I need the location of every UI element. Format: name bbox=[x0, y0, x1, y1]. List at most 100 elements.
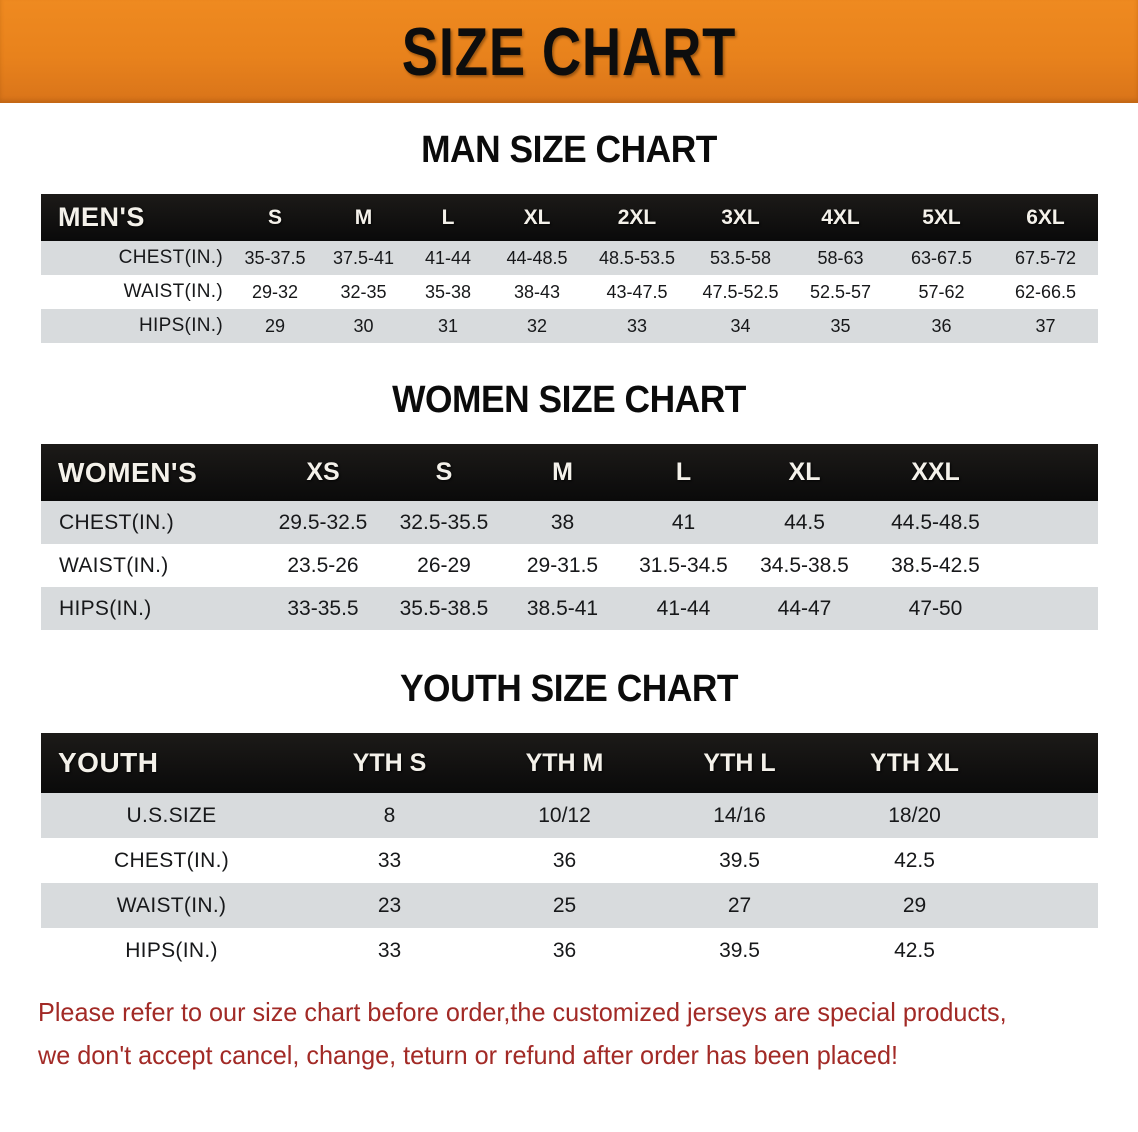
table-row: HIPS(IN.) 33-35.5 35.5-38.5 38.5-41 41-4… bbox=[41, 587, 1098, 630]
women-size-table-wrapper: WOMEN'S XS S M L XL XXL CHEST(IN.) 29.5-… bbox=[41, 444, 1098, 630]
women-col-3: L bbox=[675, 458, 692, 486]
women-waist-m: 29-31.5 bbox=[526, 553, 599, 577]
table-row: WAIST(IN.) 23 25 27 29 bbox=[41, 883, 1098, 928]
man-size-table-wrapper: MEN'S S M L XL 2XL 3XL 4XL 5XL 6XL CHEST… bbox=[41, 194, 1098, 343]
women-chest-xl: 44.5 bbox=[784, 510, 825, 534]
youth-table-header-row: YOUTH YTH S YTH M YTH L YTH XL bbox=[41, 733, 1098, 793]
man-waist-3xl: 47.5-52.5 bbox=[702, 281, 779, 302]
table-row: CHEST(IN.) 35-37.5 37.5-41 41-44 44-48.5… bbox=[41, 241, 1098, 275]
youth-waist-l: 27 bbox=[727, 893, 752, 917]
youth-ussize-xl: 18/20 bbox=[888, 803, 941, 827]
man-hips-5xl: 36 bbox=[931, 315, 952, 336]
table-row: CHEST(IN.) 33 36 39.5 42.5 bbox=[41, 838, 1098, 883]
man-row-label-waist: WAIST(IN.) bbox=[123, 281, 223, 302]
women-table-header-row: WOMEN'S XS S M L XL XXL bbox=[41, 444, 1098, 501]
women-hips-l: 41-44 bbox=[656, 596, 711, 620]
women-size-table: WOMEN'S XS S M L XL XXL CHEST(IN.) 29.5-… bbox=[41, 444, 1098, 630]
women-row-label-chest: CHEST(IN.) bbox=[59, 510, 174, 534]
size-chart-banner: SIZE CHART bbox=[0, 0, 1138, 103]
return-policy-note: Please refer to our size chart before or… bbox=[38, 991, 1068, 1077]
man-hips-xl: 32 bbox=[526, 315, 548, 336]
man-size-table: MEN'S S M L XL 2XL 3XL 4XL 5XL 6XL CHEST… bbox=[41, 194, 1098, 343]
women-waist-xxl: 38.5-42.5 bbox=[891, 553, 980, 577]
man-row-label-chest: CHEST(IN.) bbox=[118, 247, 223, 268]
women-hips-xxl: 47-50 bbox=[908, 596, 963, 620]
women-waist-xl: 34.5-38.5 bbox=[760, 553, 849, 577]
man-chest-4xl: 58-63 bbox=[817, 247, 864, 268]
man-chest-2xl: 48.5-53.5 bbox=[598, 247, 676, 268]
youth-ussize-s: 8 bbox=[383, 803, 396, 827]
women-hips-s: 35.5-38.5 bbox=[399, 596, 489, 620]
women-col-5: XXL bbox=[911, 458, 960, 486]
youth-ussize-m: 10/12 bbox=[538, 803, 591, 827]
man-col-2: L bbox=[441, 205, 455, 229]
table-row: WAIST(IN.) 23.5-26 26-29 29-31.5 31.5-34… bbox=[41, 544, 1098, 587]
man-chest-l: 41-44 bbox=[424, 247, 472, 268]
man-table-header-row: MEN'S S M L XL 2XL 3XL 4XL 5XL 6XL bbox=[41, 194, 1098, 241]
women-col-0: XS bbox=[306, 458, 340, 486]
youth-chest-xl: 42.5 bbox=[894, 848, 935, 872]
youth-col-3: YTH XL bbox=[870, 748, 959, 777]
man-col-4: 2XL bbox=[617, 205, 657, 229]
women-hips-spacer bbox=[1006, 587, 1098, 630]
man-waist-4xl: 52.5-57 bbox=[809, 281, 872, 302]
man-waist-5xl: 57-62 bbox=[918, 281, 965, 302]
youth-waist-m: 25 bbox=[552, 893, 577, 917]
youth-row-label-hips: HIPS(IN.) bbox=[125, 938, 218, 962]
women-chest-xs: 29.5-32.5 bbox=[278, 510, 368, 534]
man-section-title: MAN SIZE CHART bbox=[421, 129, 717, 171]
youth-hips-s: 33 bbox=[377, 938, 402, 962]
man-col-1: M bbox=[354, 205, 373, 229]
man-col-8: 6XL bbox=[1026, 205, 1065, 229]
man-col-5: 3XL bbox=[721, 205, 760, 229]
youth-hips-l: 39.5 bbox=[719, 938, 760, 962]
women-chest-m: 38 bbox=[550, 510, 575, 534]
youth-size-table-wrapper: YOUTH YTH S YTH M YTH L YTH XL U.S.SIZE … bbox=[41, 733, 1098, 973]
man-hips-6xl: 37 bbox=[1035, 315, 1056, 336]
man-hips-3xl: 34 bbox=[730, 315, 751, 336]
man-waist-s: 29-32 bbox=[251, 281, 299, 302]
man-waist-6xl: 62-66.5 bbox=[1014, 281, 1077, 302]
women-section-title: WOMEN SIZE CHART bbox=[392, 379, 746, 421]
women-corner-label: WOMEN'S bbox=[58, 456, 198, 488]
table-row: HIPS(IN.) 33 36 39.5 42.5 bbox=[41, 928, 1098, 973]
youth-hips-m: 36 bbox=[552, 938, 577, 962]
women-hips-m: 38.5-41 bbox=[526, 596, 599, 620]
youth-row-label-ussize: U.S.SIZE bbox=[126, 803, 217, 827]
man-chest-5xl: 63-67.5 bbox=[910, 247, 973, 268]
youth-col-2: YTH L bbox=[703, 748, 776, 777]
youth-hips-xl: 42.5 bbox=[894, 938, 935, 962]
youth-size-table: YOUTH YTH S YTH M YTH L YTH XL U.S.SIZE … bbox=[41, 733, 1098, 973]
youth-waist-s: 23 bbox=[377, 893, 402, 917]
man-chest-xl: 44-48.5 bbox=[506, 247, 568, 268]
man-chest-6xl: 67.5-72 bbox=[1014, 247, 1077, 268]
youth-col-0: YTH S bbox=[352, 748, 427, 777]
youth-hips-spacer bbox=[1002, 928, 1098, 973]
man-waist-2xl: 43-47.5 bbox=[606, 281, 668, 302]
youth-col-spacer bbox=[1002, 733, 1098, 793]
man-row-label-hips: HIPS(IN.) bbox=[139, 315, 223, 336]
man-col-0: S bbox=[267, 205, 282, 229]
man-hips-m: 30 bbox=[353, 315, 374, 336]
return-policy-line-2: we don't accept cancel, change, teturn o… bbox=[38, 1039, 899, 1070]
women-col-1: S bbox=[435, 458, 453, 486]
youth-chest-spacer bbox=[1002, 838, 1098, 883]
man-col-6: 4XL bbox=[821, 205, 860, 229]
man-hips-2xl: 33 bbox=[626, 315, 648, 336]
youth-ussize-spacer bbox=[1002, 793, 1098, 838]
table-row: HIPS(IN.) 29 30 31 32 33 34 35 36 37 bbox=[41, 309, 1098, 343]
youth-ussize-l: 14/16 bbox=[713, 803, 766, 827]
man-col-3: XL bbox=[523, 205, 551, 229]
youth-waist-xl: 29 bbox=[902, 893, 927, 917]
youth-waist-spacer bbox=[1002, 883, 1098, 928]
women-waist-spacer bbox=[1006, 544, 1098, 587]
man-col-7: 5XL bbox=[922, 205, 961, 229]
youth-section-title: YOUTH SIZE CHART bbox=[399, 668, 739, 710]
women-col-4: XL bbox=[788, 458, 821, 486]
women-waist-s: 26-29 bbox=[417, 553, 471, 577]
women-chest-xxl: 44.5-48.5 bbox=[891, 510, 980, 534]
man-chest-3xl: 53.5-58 bbox=[709, 247, 772, 268]
youth-row-label-waist: WAIST(IN.) bbox=[116, 893, 227, 917]
man-hips-s: 29 bbox=[264, 315, 286, 336]
women-chest-l: 41 bbox=[671, 510, 696, 534]
